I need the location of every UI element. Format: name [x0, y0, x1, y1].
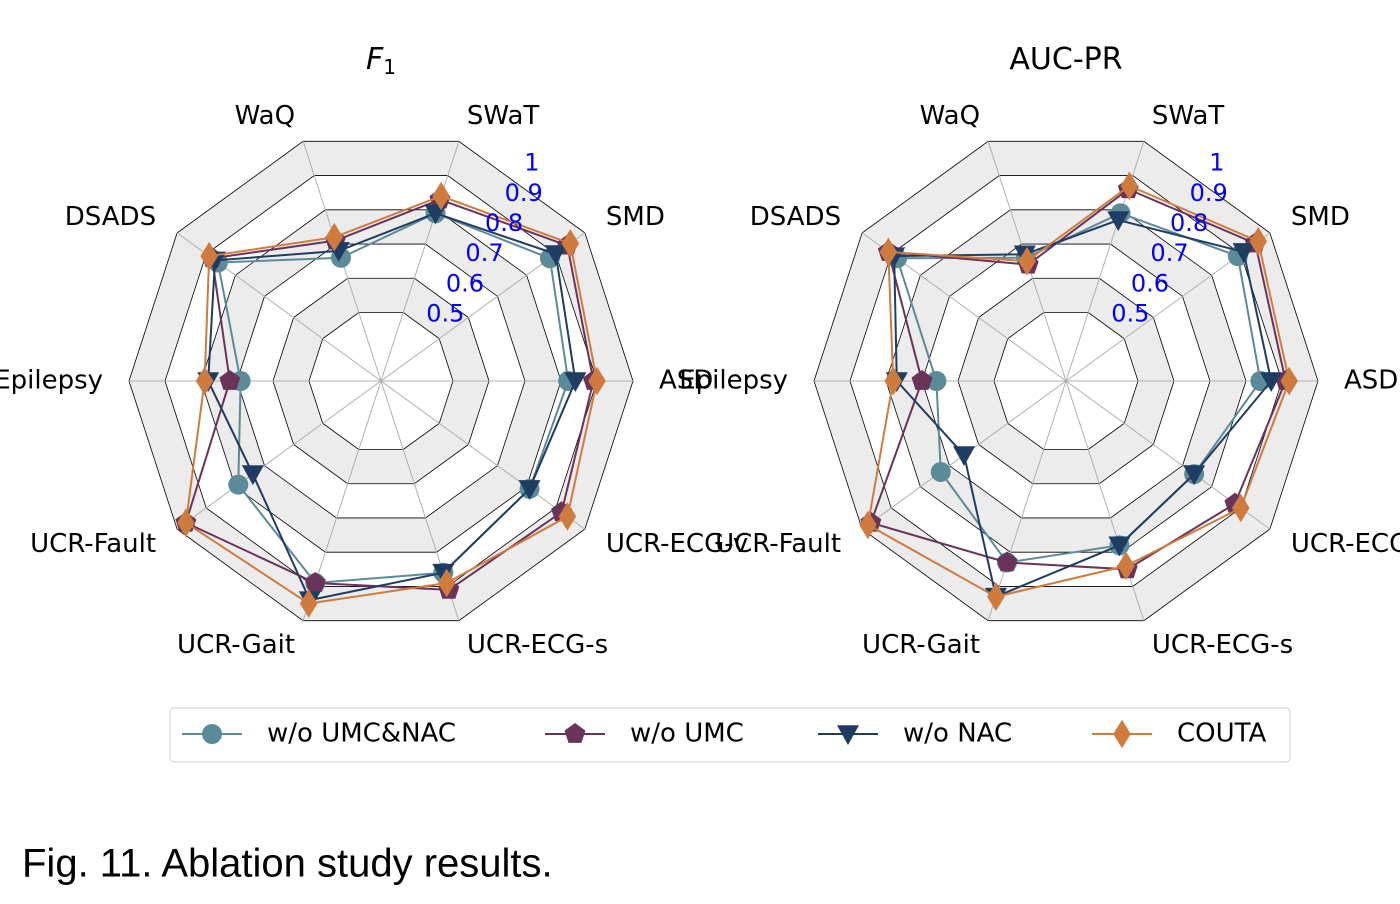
category-label: SWaT: [1152, 101, 1224, 131]
data-point: [1231, 493, 1250, 523]
spoke: [380, 141, 460, 382]
category-label: DSADS: [65, 202, 156, 232]
category-label: SMD: [606, 202, 665, 232]
category-label: UCR-Fault: [30, 529, 156, 559]
r-tick-label: 0.5: [426, 300, 464, 328]
data-point: [228, 474, 249, 495]
category-label: UCR-ECG-v: [1291, 529, 1400, 559]
data-point: [1232, 243, 1255, 263]
data-point: [561, 229, 580, 258]
legend-label: COUTA: [1177, 719, 1267, 749]
data-point: [1249, 227, 1268, 256]
category-label: Epilepsy: [679, 366, 788, 396]
r-tick-label: 1: [524, 149, 539, 177]
data-point: [1120, 171, 1139, 201]
data-point: [1107, 211, 1130, 232]
data-point: [564, 372, 587, 392]
category-label: UCR-ECG-v: [606, 529, 748, 559]
r-tick-label: 0.6: [1131, 269, 1169, 297]
r-tick-label: 0.8: [485, 209, 523, 237]
data-point: [930, 461, 951, 482]
data-point: [304, 572, 326, 592]
spoke: [987, 380, 1067, 621]
legend-box: [169, 707, 1291, 763]
chart-title: AUC-PR: [1009, 42, 1122, 77]
data-point: [953, 446, 976, 467]
legend-marker: [564, 723, 586, 743]
data-point: [1018, 246, 1036, 276]
legend-label: w/o NAC: [903, 719, 1012, 749]
data-point: [1260, 372, 1283, 392]
category-label: WaQ: [920, 101, 980, 131]
category-label: UCR-Fault: [715, 529, 841, 559]
category-label: UCR-ECG-s: [1152, 630, 1293, 660]
data-point: [437, 568, 456, 598]
data-point: [325, 222, 344, 252]
category-label: WaQ: [235, 101, 295, 131]
title-text: F: [366, 42, 384, 77]
category-label: SMD: [1291, 202, 1350, 232]
data-point: [219, 370, 241, 390]
spoke: [1065, 380, 1145, 621]
data-point: [432, 181, 450, 211]
data-point: [996, 551, 1018, 572]
title-text: AUC-PR: [1009, 42, 1122, 77]
data-point: [177, 508, 195, 538]
data-point: [241, 465, 264, 486]
category-label: SWaT: [467, 101, 539, 131]
legend-marker: [202, 724, 222, 744]
r-tick-label: 0.9: [505, 179, 543, 207]
data-point: [911, 370, 933, 390]
r-tick-label: 0.8: [1170, 209, 1208, 237]
data-point: [879, 237, 898, 267]
r-tick-label: 0.7: [465, 239, 503, 267]
data-point: [926, 371, 947, 391]
r-tick-label: 0.7: [1150, 239, 1188, 267]
category-label: UCR-Gait: [862, 630, 980, 660]
category-label: ASD: [1344, 366, 1398, 396]
r-tick-label: 0.9: [1190, 179, 1228, 207]
data-point: [1183, 465, 1206, 486]
data-point: [1117, 551, 1135, 581]
data-point: [987, 582, 1005, 611]
category-label: UCR-Gait: [177, 630, 295, 660]
legend-marker: [1113, 719, 1131, 749]
category-label: DSADS: [750, 202, 841, 232]
legend-label: w/o UMC&NAC: [267, 719, 456, 749]
legend-marker: [837, 725, 859, 745]
data-point: [558, 502, 577, 531]
caption: Fig. 11. Ablation study results.: [22, 842, 553, 886]
data-point: [1280, 366, 1298, 396]
data-point: [859, 510, 877, 540]
data-point: [518, 480, 541, 500]
spoke: [176, 380, 382, 530]
data-point: [884, 366, 902, 396]
data-point: [432, 563, 455, 584]
data-point: [299, 589, 318, 618]
r-tick-label: 1: [1209, 149, 1224, 177]
data-point: [544, 245, 567, 266]
title-subscript: 1: [383, 55, 396, 79]
data-point: [195, 366, 214, 396]
data-point: [1108, 536, 1131, 557]
category-label: UCR-ECG-s: [467, 630, 608, 660]
category-label: ASD: [659, 366, 713, 396]
spoke: [380, 380, 586, 530]
r-tick-label: 0.6: [446, 269, 484, 297]
r-tick-label: 0.5: [1111, 300, 1149, 328]
category-label: Epilepsy: [0, 366, 103, 396]
data-point: [588, 366, 606, 396]
data-point: [200, 241, 218, 271]
chart-title: F1: [366, 42, 396, 79]
legend-label: w/o UMC: [630, 719, 744, 749]
